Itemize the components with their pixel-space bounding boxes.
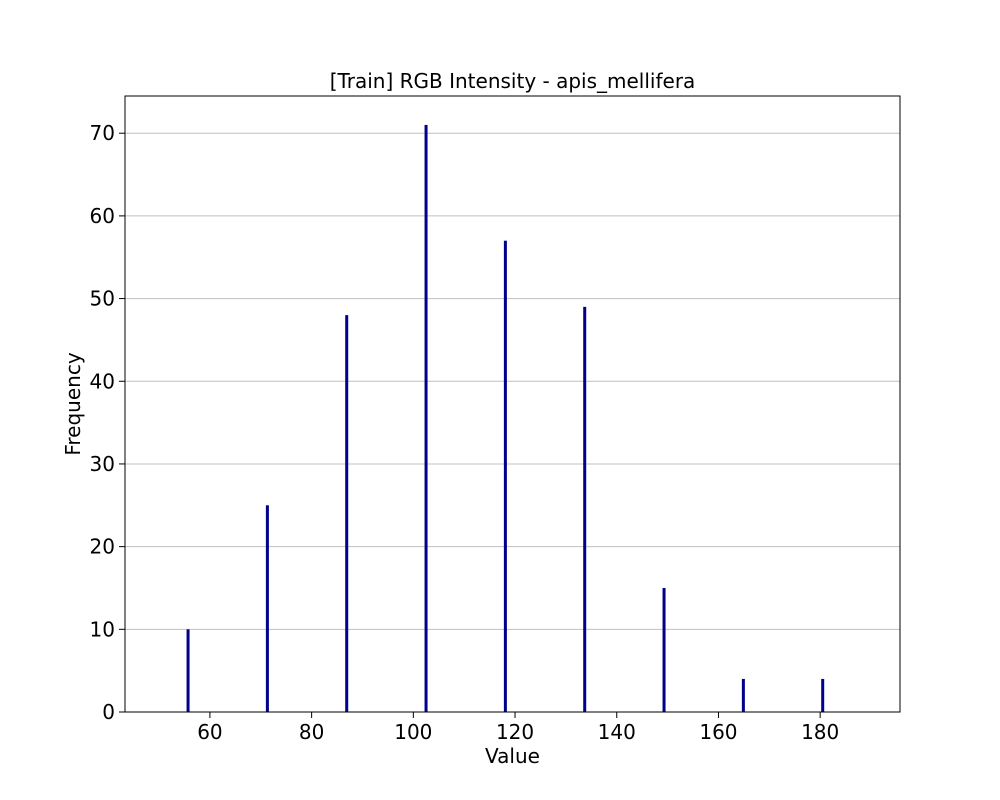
x-tick-label-6: 180	[801, 720, 839, 744]
y-tick-label-0: 0	[102, 700, 115, 724]
bar-5	[583, 306, 587, 712]
y-tick-label-5: 50	[90, 287, 115, 311]
bar-3	[424, 124, 428, 713]
x-axis-ticks: 60 80 100 120 140 160 180	[197, 712, 839, 744]
bar-0	[186, 629, 190, 712]
x-tick-label-1: 80	[299, 720, 324, 744]
y-grid	[125, 132, 900, 630]
bar-8	[821, 678, 825, 712]
x-tick-label-0: 60	[197, 720, 222, 744]
x-tick-label-5: 160	[699, 720, 737, 744]
y-tick-label-6: 60	[90, 204, 115, 228]
y-axis-ticks: 0 10 20 30 40 50 60 70	[90, 121, 125, 724]
plot-frame	[124, 95, 901, 713]
y-tick-label-4: 40	[90, 369, 115, 393]
y-tick-label-2: 20	[90, 535, 115, 559]
x-tick-label-3: 120	[496, 720, 534, 744]
y-tick-label-3: 30	[90, 452, 115, 476]
y-axis-label: Frequency	[61, 352, 85, 455]
chart-title: [Train] RGB Intensity - apis_mellifera	[330, 69, 696, 93]
bar-4	[503, 240, 507, 712]
bar-2	[345, 315, 349, 712]
bar-1	[265, 505, 269, 712]
y-tick-label-7: 70	[90, 121, 115, 145]
x-axis-label: Value	[485, 744, 540, 768]
bars	[186, 124, 825, 713]
bar-7	[741, 678, 745, 712]
x-tick-label-4: 140	[598, 720, 636, 744]
x-tick-label-2: 100	[394, 720, 432, 744]
y-tick-label-1: 10	[90, 617, 115, 641]
bar-6	[662, 587, 666, 712]
